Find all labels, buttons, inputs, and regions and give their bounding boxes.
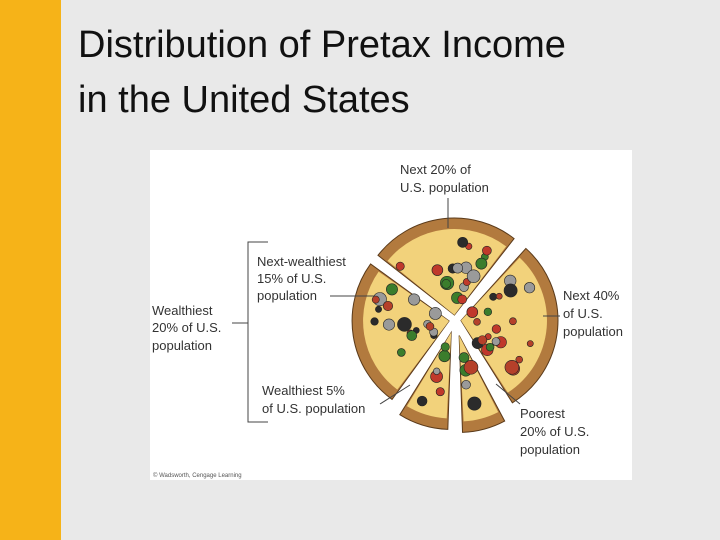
topping xyxy=(523,282,536,294)
bracket xyxy=(232,241,268,423)
topping xyxy=(406,330,418,341)
topping xyxy=(458,352,470,363)
topping xyxy=(438,350,451,363)
topping xyxy=(491,337,501,346)
topping xyxy=(485,342,495,352)
topping xyxy=(461,380,471,390)
topping xyxy=(457,236,469,248)
topping xyxy=(441,279,451,289)
label: population xyxy=(257,288,317,303)
label: population xyxy=(152,338,212,353)
leader-line xyxy=(379,384,411,405)
label: 20% of U.S. xyxy=(520,424,589,439)
topping xyxy=(370,317,379,326)
pizza xyxy=(351,217,559,433)
topping xyxy=(371,295,380,304)
topping xyxy=(382,300,394,312)
topping xyxy=(473,318,481,326)
label: population xyxy=(520,442,580,457)
topping xyxy=(504,359,520,375)
topping xyxy=(495,292,503,300)
label: Wealthiest 5% xyxy=(262,383,345,398)
topping xyxy=(457,294,467,305)
topping xyxy=(515,355,523,364)
credit: © Wadsworth, Cengage Learning xyxy=(153,472,242,479)
topping xyxy=(491,324,502,334)
label: Next 20% of xyxy=(400,162,471,177)
topping xyxy=(433,367,441,375)
topping xyxy=(416,395,428,407)
label: population xyxy=(563,324,623,339)
label: 20% of U.S. xyxy=(152,320,221,335)
topping xyxy=(431,264,444,276)
label: Next 40% xyxy=(563,288,620,303)
topping xyxy=(395,261,405,271)
topping xyxy=(482,245,492,256)
topping xyxy=(463,360,479,375)
topping xyxy=(509,317,517,326)
topping xyxy=(397,317,412,332)
topping xyxy=(467,396,482,411)
label: of U.S. population xyxy=(262,401,365,416)
topping xyxy=(452,262,464,274)
topping xyxy=(435,387,445,397)
topping xyxy=(429,307,442,320)
topping xyxy=(466,306,479,318)
topping xyxy=(397,348,406,357)
accent-bar xyxy=(0,0,61,540)
label: 15% of U.S. xyxy=(257,271,326,286)
label: of U.S. xyxy=(563,306,603,321)
label: U.S. population xyxy=(400,180,489,195)
leader-line xyxy=(495,383,521,405)
pizza-cheese xyxy=(387,229,507,316)
topping xyxy=(477,335,488,345)
topping xyxy=(408,293,421,306)
topping xyxy=(466,269,481,283)
topping xyxy=(483,307,493,316)
topping xyxy=(375,305,382,313)
topping xyxy=(386,283,398,296)
topping xyxy=(503,283,518,298)
title-line: Distribution of Pretax Income xyxy=(78,24,566,66)
topping xyxy=(440,342,450,352)
topping xyxy=(475,257,488,270)
topping xyxy=(425,322,435,331)
topping xyxy=(526,340,534,347)
topping xyxy=(489,292,498,301)
title-line: in the United States xyxy=(78,79,410,121)
label: Next-wealthiest xyxy=(257,254,346,269)
label: Poorest xyxy=(520,406,565,421)
label: Wealthiest xyxy=(152,303,213,318)
topping xyxy=(383,318,395,331)
